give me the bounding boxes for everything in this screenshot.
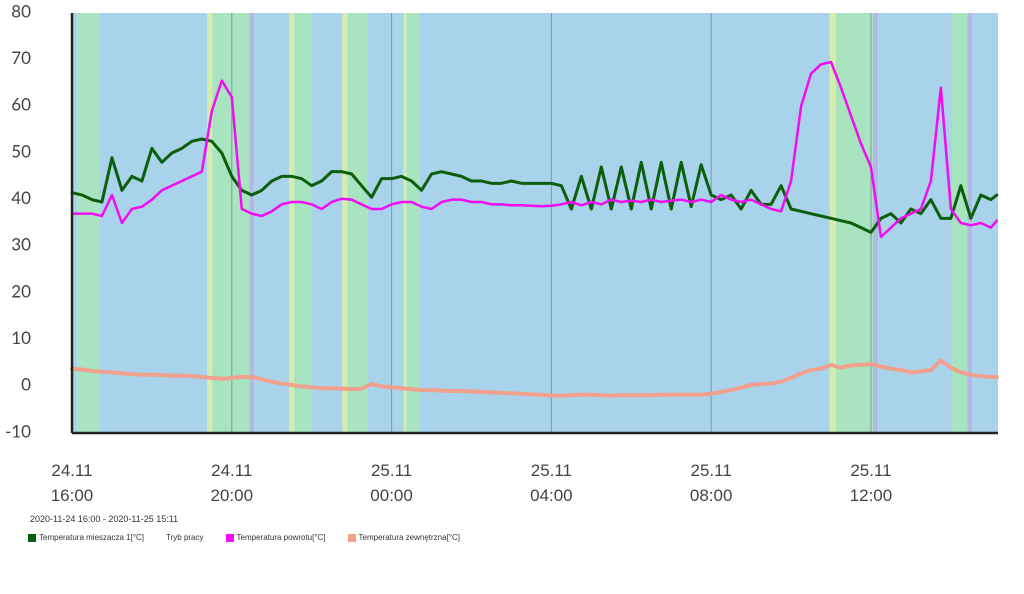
y-tick-label: 10 xyxy=(11,327,31,348)
mode-band xyxy=(207,13,213,433)
mode-band xyxy=(406,13,420,433)
x-tick-label: 25.11 08:00 xyxy=(689,461,733,505)
legend-swatch xyxy=(347,533,356,542)
mode-band xyxy=(872,13,879,433)
legend: Temperatura mieszacza 1[°C] Tryb pracy Tem… xyxy=(28,533,482,542)
y-tick-label: -10 xyxy=(5,420,31,441)
x-tick-label: 25.11 00:00 xyxy=(370,461,413,505)
mode-band xyxy=(419,13,830,433)
mode-band xyxy=(289,13,295,433)
mode-band xyxy=(294,13,312,433)
series-line xyxy=(70,137,999,234)
legend-label: Temperatura powrotu[°C] xyxy=(236,533,326,542)
x-tick-label: 25.11 04:00 xyxy=(530,461,573,505)
legend-label: Temperatura zewnętrzna[°C] xyxy=(358,533,460,542)
x-tick-label: 25.11 12:00 xyxy=(849,461,893,505)
x-tick-label: 24.11 20:00 xyxy=(210,461,254,505)
y-tick-label: 20 xyxy=(11,280,31,301)
legend-item: Temperatura zewnętrzna[°C] xyxy=(347,533,460,542)
y-tick-label: 80 xyxy=(11,0,31,21)
mode-band xyxy=(967,13,973,433)
mode-band xyxy=(403,13,407,433)
mode-band xyxy=(212,13,250,433)
mode-band xyxy=(77,13,100,433)
mode-band xyxy=(829,13,836,433)
series-line xyxy=(70,358,999,398)
legend-label: Temperatura mieszacza 1[°C] xyxy=(39,533,145,542)
y-tick-label: 30 xyxy=(11,234,31,255)
legend-item: Tryb pracy xyxy=(166,533,204,542)
y-tick-label: 0 xyxy=(21,374,31,395)
subtitle: 2020-11-24 16:00 - 2020-11-25 15:11 xyxy=(30,514,179,524)
mode-band xyxy=(311,13,343,433)
y-tick-label: 50 xyxy=(11,140,31,161)
mode-band xyxy=(72,13,78,433)
mode-band xyxy=(249,13,255,433)
mode-band xyxy=(367,13,404,433)
legend-label: Tryb pracy xyxy=(166,533,204,542)
legend-swatch xyxy=(28,533,36,542)
y-tick-label: 70 xyxy=(11,47,31,68)
x-tick-label: 24.11 16:00 xyxy=(50,461,94,505)
mode-band xyxy=(342,13,348,433)
mode-band xyxy=(254,13,290,433)
legend-item: Temperatura mieszacza 1[°C] xyxy=(28,533,144,542)
mode-band xyxy=(347,13,368,433)
y-tick-label: 60 xyxy=(11,94,31,115)
legend-item: Temperatura powrotu[°C] xyxy=(225,533,326,542)
mode-band xyxy=(99,13,208,433)
legend-swatch xyxy=(225,533,234,542)
series-line xyxy=(70,60,999,239)
y-tick-label: 40 xyxy=(11,187,31,208)
